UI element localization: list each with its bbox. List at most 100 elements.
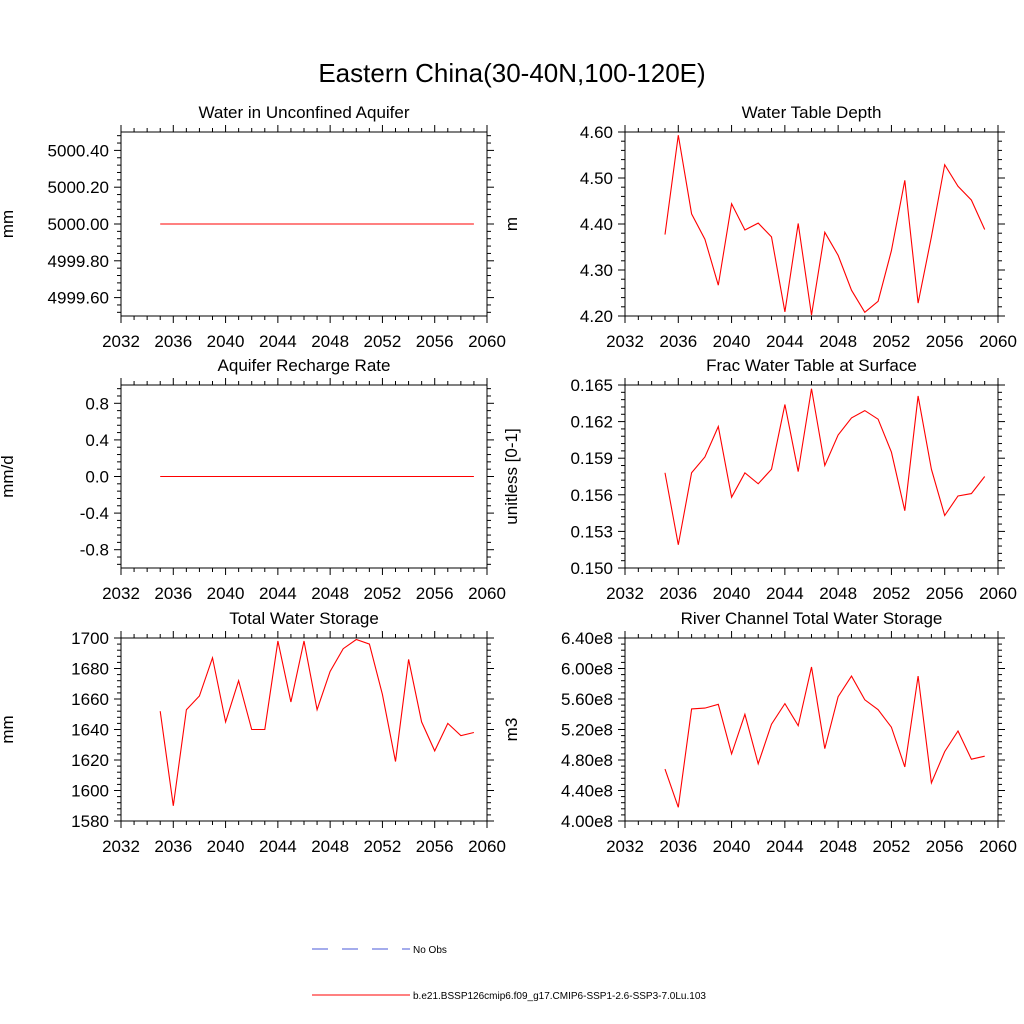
y-axis-label: mm [0,715,17,743]
x-tick-label: 2032 [102,584,140,603]
x-tick-label: 2032 [102,332,140,351]
x-tick-label: 2060 [468,332,506,351]
chart-panels: Water in Unconfined Aquifer mm 2032 2036 204… [0,103,1017,856]
y-tick-label: 1660 [71,690,109,709]
y-tick-label: 5.60e8 [561,690,613,709]
y-tick-label: 1600 [71,782,109,801]
x-tick-label: 2048 [819,332,857,351]
x-tick-label: 2048 [311,584,349,603]
x-tick-label: 2040 [207,584,245,603]
chart-title: Water in Unconfined Aquifer [198,103,409,122]
y-tick-label: 0.165 [570,376,613,395]
x-tick-label: 2048 [819,837,857,856]
x-tick-label: 2048 [311,837,349,856]
x-tick-label: 2044 [259,837,297,856]
x-tick-label: 2040 [207,837,245,856]
figure-title: Eastern China(30-40N,100-120E) [318,58,705,88]
x-tick-label: 2056 [926,837,964,856]
plot-frame [120,637,488,822]
x-tick-label: 2060 [979,837,1017,856]
y-tick-label: 1700 [71,629,109,648]
x-tick-label: 2044 [259,584,297,603]
x-tick-label: 2048 [311,332,349,351]
y-tick-label: 0.162 [570,413,613,432]
chart-title: Aquifer Recharge Rate [218,356,391,375]
chart-frac-water-table-at-surface: Frac Water Table at Surface unitless [0-1… [502,356,1017,603]
x-tick-label: 2044 [766,332,804,351]
y-axis-label: mm/d [0,455,17,498]
y-axis-label: m [502,217,521,231]
x-tick-label: 2040 [713,837,751,856]
y-tick-label: 1620 [71,751,109,770]
series-line [664,135,986,316]
x-tick-label: 2056 [926,584,964,603]
x-tick-label: 2060 [468,584,506,603]
x-tick-label: 2044 [259,332,297,351]
x-tick-label: 2036 [154,837,192,856]
x-tick-label: 2056 [416,584,454,603]
x-tick-label: 2032 [102,837,140,856]
y-tick-label: 5000.00 [48,215,109,234]
y-tick-label: 1680 [71,660,109,679]
chart-title: River Channel Total Water Storage [681,609,943,628]
y-tick-label: 0.153 [570,522,613,541]
y-axis-label: unitless [0-1] [502,428,521,524]
y-tick-label: 4.60 [580,123,613,142]
chart-aquifer-recharge-rate: Aquifer Recharge Rate mm/d 2032 2036 2040 204… [0,356,506,603]
y-axis-label: m3 [502,718,521,742]
plot-frame [624,637,999,822]
x-tick-label: 2040 [207,332,245,351]
x-tick-label: 2040 [713,584,751,603]
y-tick-label: 6.40e8 [561,629,613,648]
y-tick-label: 4999.80 [48,252,109,271]
y-tick-label: 5.20e8 [561,721,613,740]
x-tick-label: 2032 [606,332,644,351]
y-tick-label: 4.20 [580,307,613,326]
x-tick-label: 2052 [873,837,911,856]
y-tick-label: 4.30 [580,261,613,280]
y-axis-label: mm [0,210,17,238]
x-tick-label: 2040 [713,332,751,351]
series-line [159,638,475,806]
x-tick-label: 2032 [606,584,644,603]
chart-title: Frac Water Table at Surface [706,356,917,375]
y-tick-label: 4.80e8 [561,751,613,770]
legend-model-label: b.e21.BSSP126cmip6.f09_g17.CMIP6-SSP1-2.… [413,991,706,1002]
series-line [664,388,986,545]
y-tick-label: 4.40 [580,215,613,234]
x-tick-label: 2044 [766,837,804,856]
x-tick-label: 2060 [979,332,1017,351]
x-tick-label: 2052 [364,584,402,603]
x-tick-label: 2056 [416,837,454,856]
x-tick-label: 2036 [154,584,192,603]
plot-frame [624,131,999,317]
series-line [664,666,985,808]
y-tick-label: -0.8 [80,541,109,560]
y-tick-label: 4999.60 [48,289,109,308]
x-tick-label: 2036 [659,837,697,856]
chart-title: Water Table Depth [742,103,882,122]
x-tick-label: 2060 [979,584,1017,603]
x-tick-label: 2052 [364,332,402,351]
x-tick-label: 2044 [766,584,804,603]
y-tick-label: 0.0 [85,468,109,487]
plot-frame [624,384,999,569]
y-tick-label: -0.4 [80,504,109,523]
y-tick-label: 0.159 [570,449,613,468]
chart-river-channel-total-water-storage: River Channel Total Water Storage m3 2032 2… [502,609,1017,856]
y-tick-label: 5000.20 [48,178,109,197]
x-tick-label: 2036 [659,332,697,351]
y-tick-label: 0.150 [570,559,613,578]
x-tick-label: 2036 [154,332,192,351]
y-tick-label: 4.40e8 [561,782,613,801]
y-tick-label: 6.00e8 [561,660,613,679]
x-tick-label: 2056 [416,332,454,351]
legend: No Obs b.e21.BSSP126cmip6.f09_g17.CMIP6-… [312,945,706,1002]
chart-total-water-storage: Total Water Storage mm 2032 2036 2040 2044 204… [0,609,506,856]
y-tick-label: 4.50 [580,169,613,188]
y-tick-label: 0.4 [85,431,109,450]
chart-water-in-unconfined-aquifer: Water in Unconfined Aquifer mm 2032 2036 204… [0,103,506,351]
x-tick-label: 2052 [873,584,911,603]
chart-title: Total Water Storage [229,609,379,628]
